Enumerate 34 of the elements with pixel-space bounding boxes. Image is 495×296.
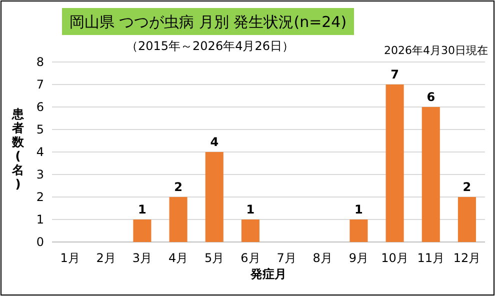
data-label: 7 [390, 68, 399, 82]
x-axis-title: 発症月 [250, 267, 286, 281]
x-tick-label: 3月 [132, 251, 152, 265]
x-tick-label: 6月 [240, 251, 260, 265]
x-tick-label: 12月 [453, 251, 481, 265]
x-tick-label: 2月 [96, 251, 116, 265]
y-tick-label: 1 [36, 212, 44, 226]
y-tick-label: 6 [36, 100, 44, 114]
y-axis-title: 患者数(名) [12, 107, 24, 191]
x-tick-label: 4月 [168, 251, 188, 265]
y-tick-label: 0 [36, 235, 44, 249]
y-tick-label: 2 [36, 190, 44, 204]
chart-title: 岡山県 つつが虫病 月別 発生状況(n=24) [69, 13, 347, 31]
data-label: 1 [246, 202, 255, 216]
x-tick-label: 10月 [381, 251, 408, 265]
x-tick-label: 5月 [204, 251, 224, 265]
y-tick-label: 7 [36, 78, 44, 92]
x-tick-label: 11月 [417, 251, 445, 265]
x-tick-label: 1月 [60, 251, 80, 265]
data-label: 2 [174, 180, 182, 194]
x-tick-label: 8月 [312, 251, 332, 265]
y-tick-label: 5 [36, 122, 44, 136]
y-tick-label: 8 [36, 55, 44, 69]
text: 2026年4月30日現在 [384, 44, 488, 57]
chart-subtitle: （2015年～2026年4月26日） [126, 39, 294, 53]
y-tick-label: 3 [36, 168, 44, 182]
data-label: 1 [138, 202, 146, 216]
data-label: 4 [210, 135, 219, 149]
data-label: 6 [426, 90, 436, 104]
y-tick-label: 4 [36, 145, 44, 159]
x-tick-label: 7月 [276, 251, 296, 265]
data-label: 1 [354, 202, 363, 216]
data-label: 2 [462, 180, 472, 194]
x-tick-label: 9月 [348, 251, 369, 265]
